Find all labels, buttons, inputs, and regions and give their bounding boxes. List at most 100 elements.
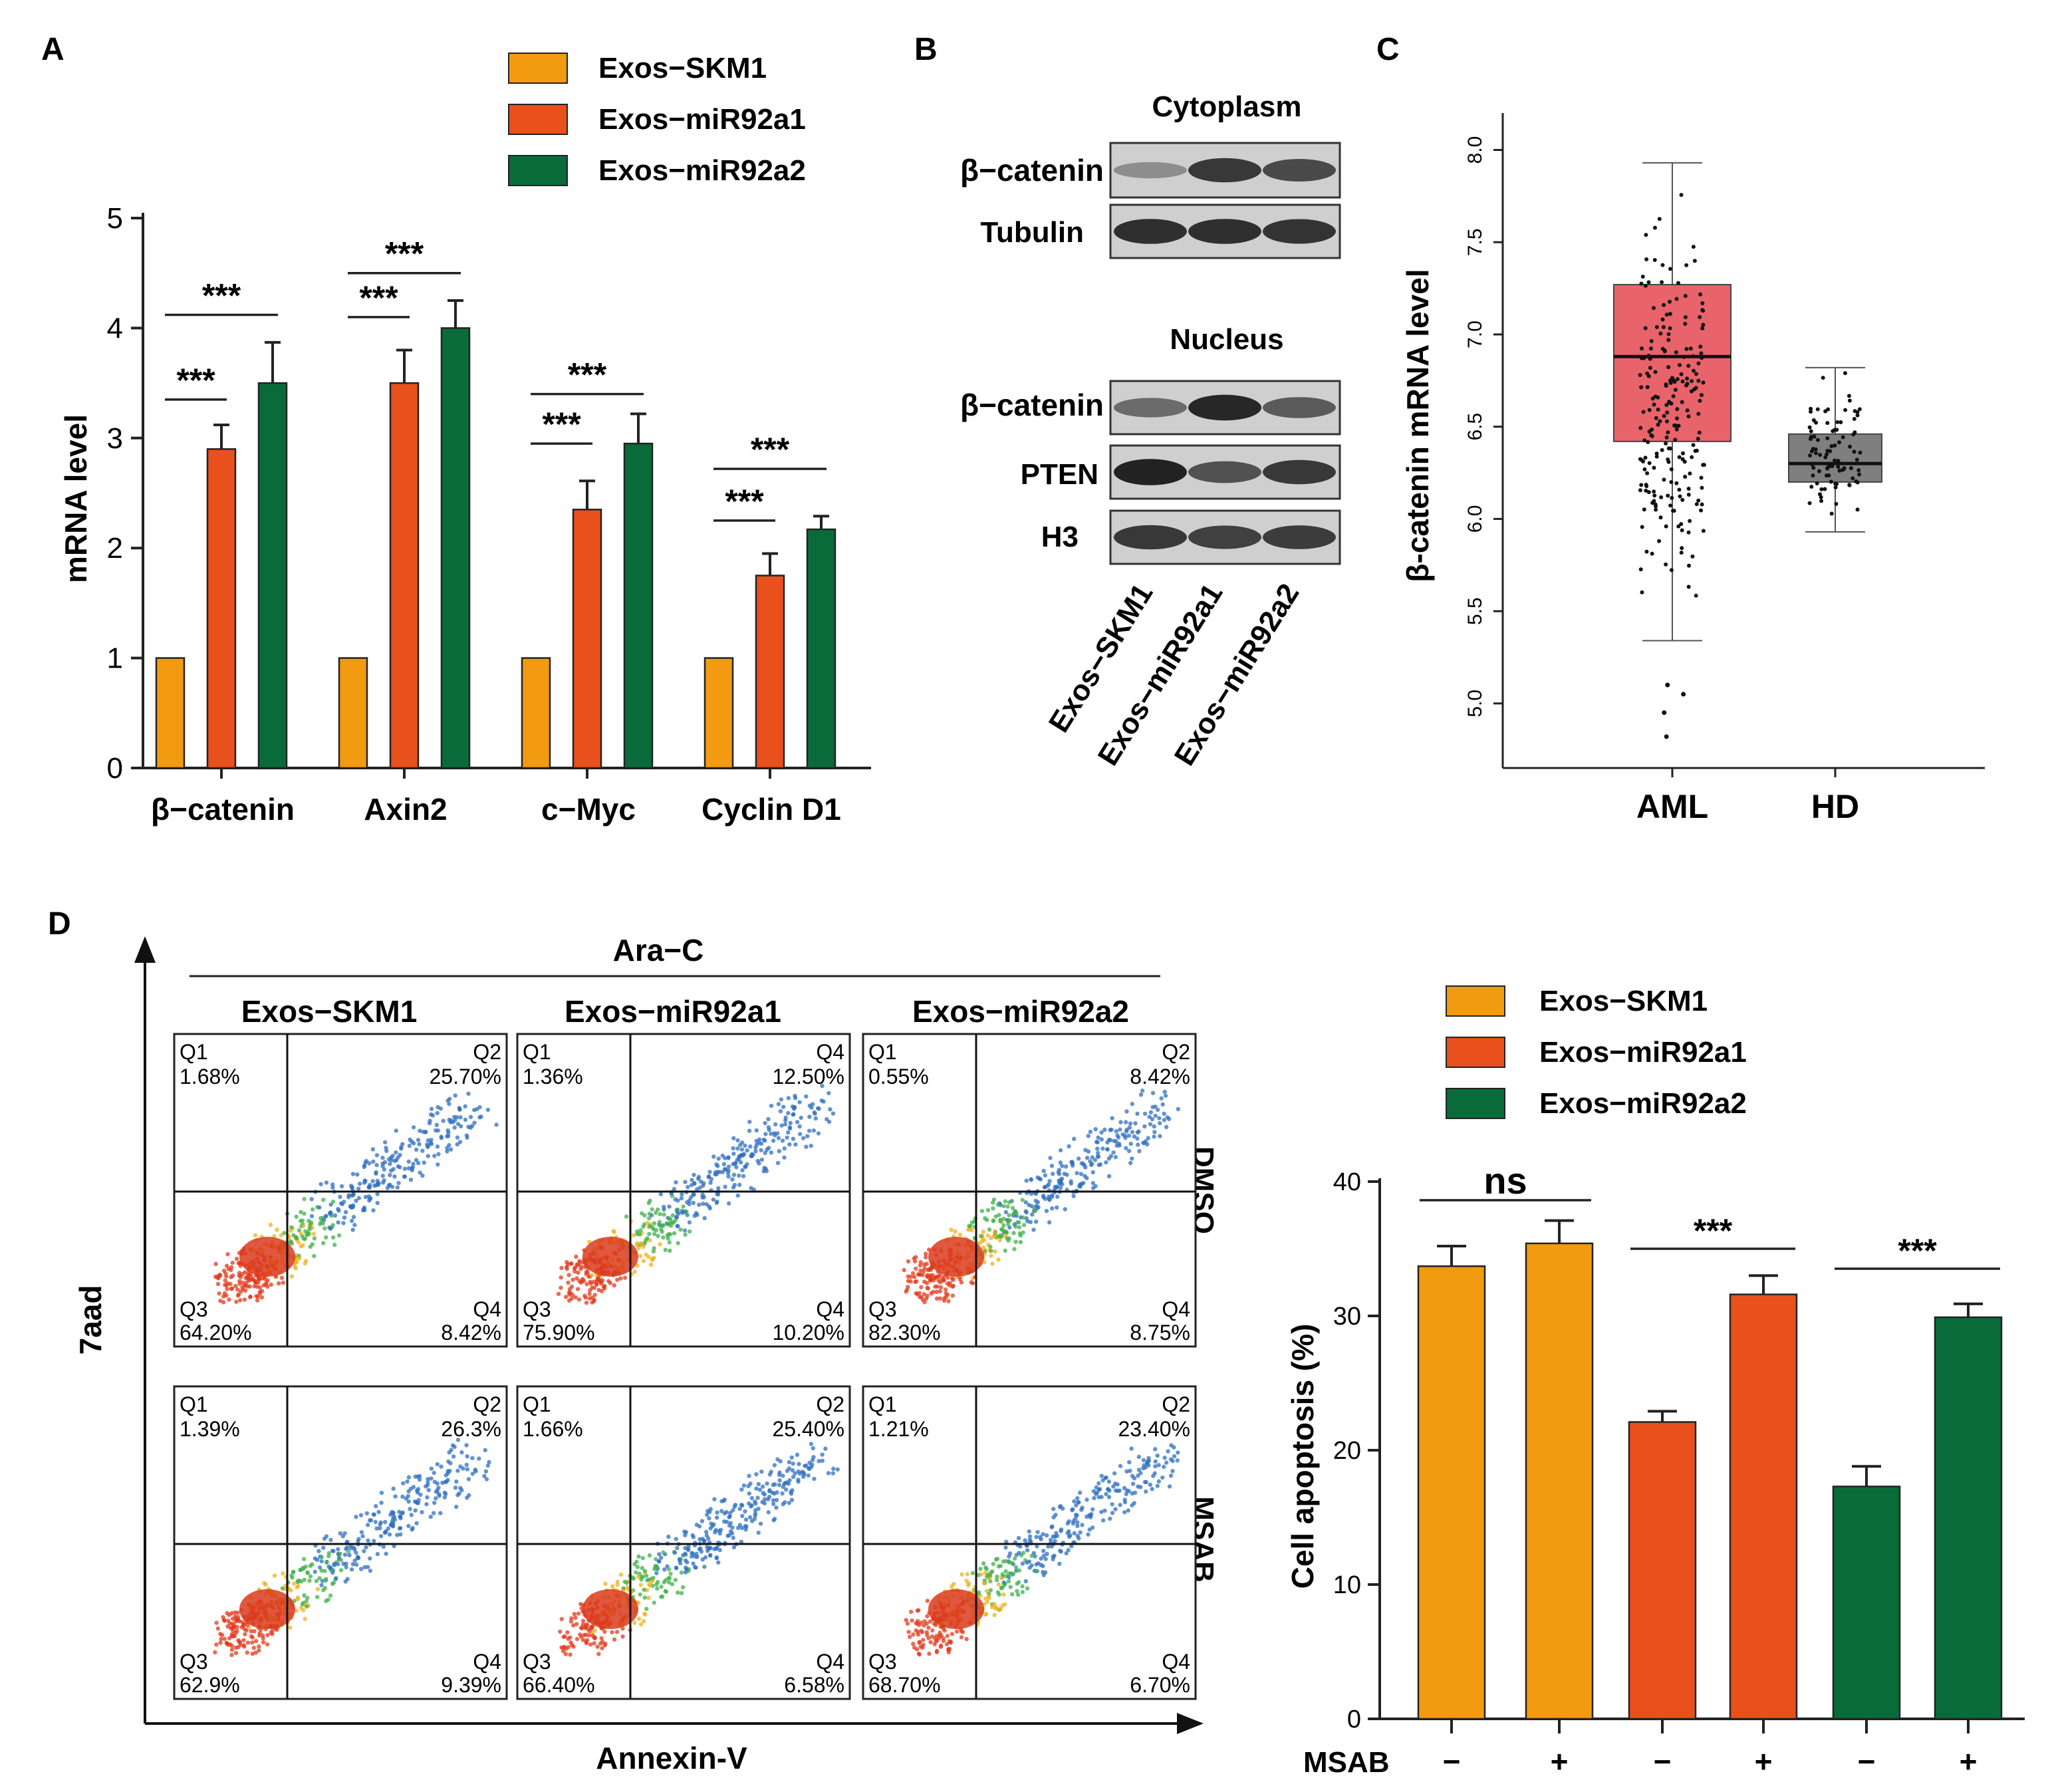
flow-event xyxy=(1021,1215,1025,1220)
flow-event xyxy=(779,1097,784,1102)
flow-event xyxy=(1142,1463,1146,1468)
flow-event xyxy=(769,1131,773,1136)
flow-event xyxy=(632,1269,637,1274)
flow-event xyxy=(287,1240,293,1245)
flow-event xyxy=(569,1261,573,1266)
a-significance-label: *** xyxy=(725,483,764,520)
flow-event xyxy=(414,1521,419,1525)
flow-event xyxy=(787,1466,792,1471)
flow-event xyxy=(666,1567,672,1572)
blot-label-cyto-bcatenin: β−catenin xyxy=(960,153,1104,188)
flow-event xyxy=(638,1622,644,1627)
flow-event xyxy=(217,1291,221,1296)
flow-event xyxy=(981,1229,985,1234)
flow-event xyxy=(1034,1204,1039,1208)
flow-event xyxy=(1025,1219,1030,1223)
flow-event xyxy=(324,1560,329,1565)
flow-event xyxy=(372,1183,377,1188)
c-point xyxy=(1649,338,1654,343)
flow-event xyxy=(638,1241,643,1246)
flow-event xyxy=(372,1512,376,1517)
flow-event xyxy=(1075,1495,1080,1501)
flow-event xyxy=(740,1513,745,1519)
flow-event xyxy=(374,1171,378,1176)
flow-event xyxy=(723,1184,727,1190)
flow-event xyxy=(997,1606,1002,1612)
flow-event xyxy=(999,1575,1004,1581)
flow-event xyxy=(580,1279,584,1284)
flow-event xyxy=(1142,1111,1148,1116)
flow-event xyxy=(727,1523,732,1528)
flow-event xyxy=(376,1182,380,1188)
flow-event xyxy=(576,1270,580,1275)
flow-event xyxy=(303,1616,307,1621)
flow-event xyxy=(756,1530,761,1535)
c-point xyxy=(1807,501,1812,505)
flow-event xyxy=(679,1570,684,1575)
flow-event xyxy=(668,1248,672,1253)
flow-event xyxy=(432,1479,438,1484)
flow-event xyxy=(783,1487,789,1492)
flow-event xyxy=(1145,1460,1150,1465)
c-point xyxy=(1688,471,1692,476)
flow-event xyxy=(756,1481,761,1487)
flow-event xyxy=(721,1162,727,1166)
flow-event xyxy=(914,1628,918,1633)
d-bar xyxy=(1628,1421,1697,1720)
flow-event xyxy=(820,1458,825,1464)
c-point xyxy=(1638,488,1642,493)
flow-event xyxy=(457,1140,463,1144)
c-point xyxy=(1699,508,1704,513)
flow-event xyxy=(759,1141,764,1146)
flow-event xyxy=(1153,1113,1158,1118)
c-point xyxy=(1680,546,1684,551)
flow-event xyxy=(1106,1174,1112,1179)
flow-event xyxy=(1108,1154,1114,1158)
flow-event xyxy=(241,1643,246,1648)
flow-event xyxy=(1021,1551,1026,1555)
flow-event xyxy=(1153,1447,1158,1452)
flow-event xyxy=(1155,1453,1160,1458)
flow-event xyxy=(637,1571,642,1577)
c-point xyxy=(1664,441,1668,446)
flow-event xyxy=(743,1527,748,1532)
flow-event xyxy=(923,1251,928,1256)
flow-event xyxy=(979,1572,983,1577)
c-point xyxy=(1664,419,1669,424)
flow-event xyxy=(390,1511,395,1516)
flow-event xyxy=(559,1265,564,1271)
flow-event xyxy=(1053,1539,1057,1543)
c-point xyxy=(1809,485,1814,489)
flow-event xyxy=(1017,1225,1022,1229)
flow-event xyxy=(215,1275,220,1280)
flow-event xyxy=(740,1168,745,1173)
flow-event xyxy=(1009,1592,1015,1597)
flow-event xyxy=(221,1300,226,1305)
flow-event xyxy=(917,1640,922,1645)
flow-event xyxy=(645,1221,650,1225)
flow-event xyxy=(1043,1196,1047,1202)
blot-pten-band xyxy=(1114,459,1187,485)
flow-event xyxy=(382,1140,388,1145)
c-point xyxy=(1833,428,1837,432)
flow-event xyxy=(917,1295,922,1299)
flow-event xyxy=(1113,1507,1118,1511)
flow-event xyxy=(1057,1561,1062,1566)
flow-event xyxy=(559,1275,563,1280)
flow-event xyxy=(455,1438,461,1442)
flow-event xyxy=(634,1570,638,1575)
flow-event xyxy=(1122,1485,1127,1491)
flow-event xyxy=(1025,1548,1030,1553)
flow-event xyxy=(1018,1239,1023,1245)
flow-event xyxy=(1153,1104,1158,1109)
flow-event xyxy=(687,1229,692,1234)
flow-event xyxy=(1128,1468,1132,1473)
c-point xyxy=(1654,507,1658,512)
flow-event xyxy=(760,1499,765,1505)
flow-event xyxy=(1127,1125,1132,1130)
flow-event xyxy=(683,1570,688,1575)
flow-event xyxy=(569,1284,575,1289)
flow-event xyxy=(997,1213,1001,1217)
flow-event xyxy=(749,1519,755,1523)
flow-event xyxy=(1005,1221,1011,1227)
